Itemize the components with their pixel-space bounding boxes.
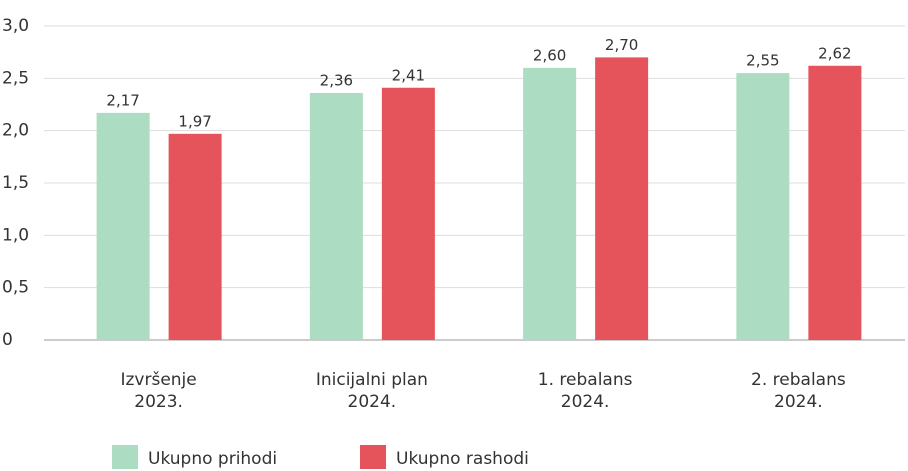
- bar: [168, 133, 222, 340]
- value-label: 2,36: [320, 71, 353, 89]
- bar: [381, 87, 435, 341]
- legend-label: Ukupno rashodi: [396, 449, 529, 469]
- value-label: 2,70: [605, 36, 638, 54]
- y-tick-label: 2,5: [2, 68, 29, 88]
- bar: [523, 67, 577, 340]
- y-tick-label: 0: [2, 330, 13, 350]
- y-tick-label: 1,5: [2, 173, 29, 193]
- bar: [309, 92, 363, 340]
- x-tick-label: Izvršenje 2023.: [120, 370, 196, 412]
- value-label: 1,97: [178, 112, 211, 130]
- x-tick-label: 1. rebalans 2024.: [538, 370, 633, 412]
- value-label: 2,17: [106, 91, 139, 109]
- value-label: 2,55: [746, 52, 779, 70]
- y-tick-label: 2,0: [2, 121, 29, 141]
- bar: [595, 57, 649, 341]
- y-tick-label: 0,5: [2, 278, 29, 298]
- bar: [808, 65, 862, 341]
- y-tick-label: 1,0: [2, 225, 29, 245]
- value-label: 2,60: [533, 46, 566, 64]
- x-tick-label: Inicijalni plan 2024.: [316, 370, 428, 412]
- value-label: 2,41: [392, 66, 425, 84]
- value-label: 2,62: [818, 44, 851, 62]
- bar: [736, 73, 790, 340]
- legend-swatch: [112, 445, 138, 469]
- bar: [96, 112, 150, 340]
- legend-swatch: [360, 445, 386, 469]
- y-tick-label: 3,0: [2, 16, 29, 36]
- legend-label: Ukupno prihodi: [148, 449, 277, 469]
- x-tick-label: 2. rebalans 2024.: [751, 370, 846, 412]
